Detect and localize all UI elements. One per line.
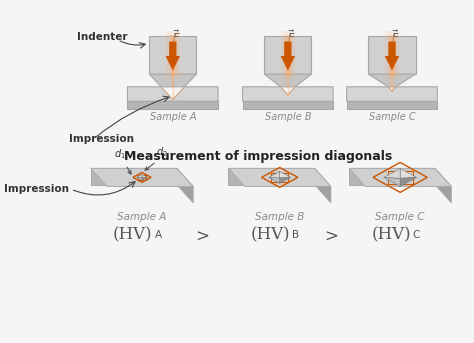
Polygon shape — [400, 168, 417, 178]
Polygon shape — [280, 177, 291, 184]
Text: Impression: Impression — [69, 134, 134, 144]
Polygon shape — [346, 87, 438, 101]
Polygon shape — [295, 87, 333, 88]
Text: Sample C: Sample C — [375, 212, 425, 222]
Polygon shape — [435, 168, 451, 203]
Polygon shape — [128, 87, 218, 101]
Polygon shape — [243, 101, 333, 108]
Text: $d_2$: $d_2$ — [156, 145, 168, 159]
Polygon shape — [243, 87, 333, 101]
Polygon shape — [368, 36, 416, 74]
Polygon shape — [385, 42, 399, 71]
Text: (HV): (HV) — [371, 226, 411, 243]
Polygon shape — [177, 168, 193, 203]
Text: Sample B: Sample B — [255, 212, 304, 222]
Polygon shape — [280, 172, 291, 178]
Polygon shape — [346, 87, 388, 88]
Text: Sample C: Sample C — [369, 112, 415, 122]
Text: $\vec{F}$: $\vec{F}$ — [172, 28, 181, 44]
Text: >: > — [324, 229, 338, 246]
Polygon shape — [142, 174, 147, 178]
Text: Indenter: Indenter — [77, 33, 128, 43]
Text: Sample A: Sample A — [117, 212, 167, 222]
Polygon shape — [184, 87, 218, 88]
Polygon shape — [346, 101, 438, 108]
Polygon shape — [137, 177, 142, 180]
Polygon shape — [91, 168, 177, 185]
Polygon shape — [128, 101, 218, 108]
Polygon shape — [264, 36, 311, 74]
Text: $\vec{F}$: $\vec{F}$ — [392, 28, 400, 44]
Text: $\vec{F}$: $\vec{F}$ — [287, 28, 296, 44]
Polygon shape — [315, 168, 331, 203]
Polygon shape — [368, 74, 416, 87]
Polygon shape — [243, 87, 281, 88]
Polygon shape — [137, 174, 142, 178]
Polygon shape — [384, 177, 400, 186]
Text: (HV): (HV) — [251, 226, 291, 243]
Polygon shape — [128, 87, 161, 88]
Text: B: B — [292, 230, 300, 240]
Polygon shape — [269, 172, 280, 178]
Polygon shape — [400, 177, 417, 186]
Text: >: > — [196, 229, 210, 246]
Polygon shape — [384, 168, 400, 178]
Polygon shape — [264, 74, 311, 87]
Polygon shape — [396, 87, 438, 88]
Polygon shape — [228, 168, 315, 185]
Text: Sample A: Sample A — [149, 112, 196, 122]
Text: Measurement of impression diagonals: Measurement of impression diagonals — [124, 150, 392, 163]
Polygon shape — [269, 177, 280, 184]
Text: C: C — [413, 230, 420, 240]
Polygon shape — [349, 168, 451, 187]
Polygon shape — [149, 74, 196, 87]
Polygon shape — [281, 42, 295, 71]
Polygon shape — [91, 168, 193, 187]
Polygon shape — [165, 42, 180, 71]
Polygon shape — [149, 36, 196, 74]
Text: $d_1$: $d_1$ — [114, 147, 126, 161]
Text: Sample B: Sample B — [264, 112, 311, 122]
Polygon shape — [349, 168, 435, 185]
Text: Impression: Impression — [4, 184, 69, 194]
Text: (HV): (HV) — [113, 226, 153, 243]
Polygon shape — [142, 177, 147, 180]
Text: A: A — [155, 230, 162, 240]
Polygon shape — [228, 168, 331, 187]
